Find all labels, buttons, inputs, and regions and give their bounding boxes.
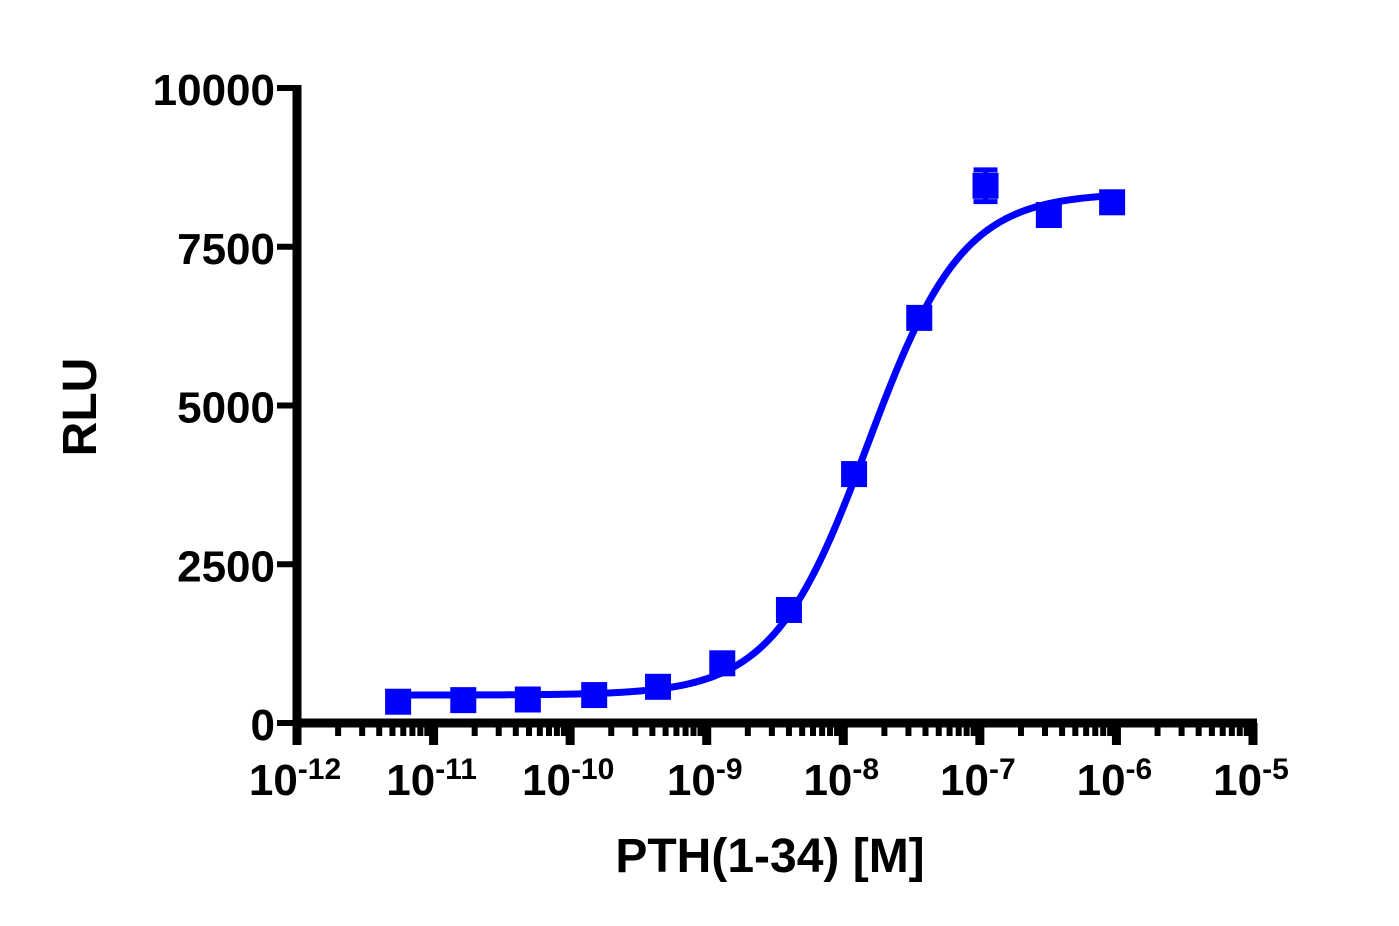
x-tick-label: 10-11 bbox=[386, 753, 477, 805]
y-tick-label: 0 bbox=[251, 701, 275, 750]
data-point-square bbox=[709, 650, 736, 677]
x-tick-label: 10-10 bbox=[522, 753, 614, 805]
data-point-square bbox=[450, 687, 477, 714]
fit-curve-path bbox=[387, 192, 1119, 699]
data-point-square bbox=[775, 596, 802, 623]
data-point-square bbox=[972, 172, 999, 199]
data-point-square bbox=[514, 686, 541, 713]
data-point-square bbox=[1099, 189, 1126, 216]
x-tick-label: 10-12 bbox=[249, 753, 341, 805]
y-tick-label: 7500 bbox=[177, 225, 275, 274]
axes: 0 2500 5000 7500 10000 10-12 10-11 10-10 10-9 10-… bbox=[153, 66, 1289, 805]
y-tick-label: 5000 bbox=[177, 384, 275, 433]
axis-labels: RLU PTH(1-34) [M] bbox=[54, 358, 925, 883]
data-points bbox=[385, 167, 1126, 715]
x-tick-label: 10-7 bbox=[940, 753, 1016, 805]
x-tick-label: 10-8 bbox=[803, 753, 879, 805]
data-point-square bbox=[581, 682, 608, 709]
data-point-square bbox=[1035, 202, 1062, 228]
data-point-square bbox=[645, 673, 672, 700]
x-tick-label: 10-6 bbox=[1077, 753, 1153, 805]
y-axis-title: RLU bbox=[54, 358, 107, 457]
x-tick-label: 10-9 bbox=[667, 753, 743, 805]
data-point-square bbox=[906, 304, 933, 331]
y-tick-label: 10000 bbox=[153, 66, 275, 115]
x-tick-label: 10-5 bbox=[1213, 753, 1289, 805]
y-tick-label: 2500 bbox=[177, 542, 275, 591]
x-axis-title: PTH(1-34) [M] bbox=[615, 830, 924, 883]
data-point-square bbox=[841, 461, 868, 488]
data-point-square bbox=[385, 688, 412, 715]
fit-curve bbox=[387, 192, 1119, 699]
